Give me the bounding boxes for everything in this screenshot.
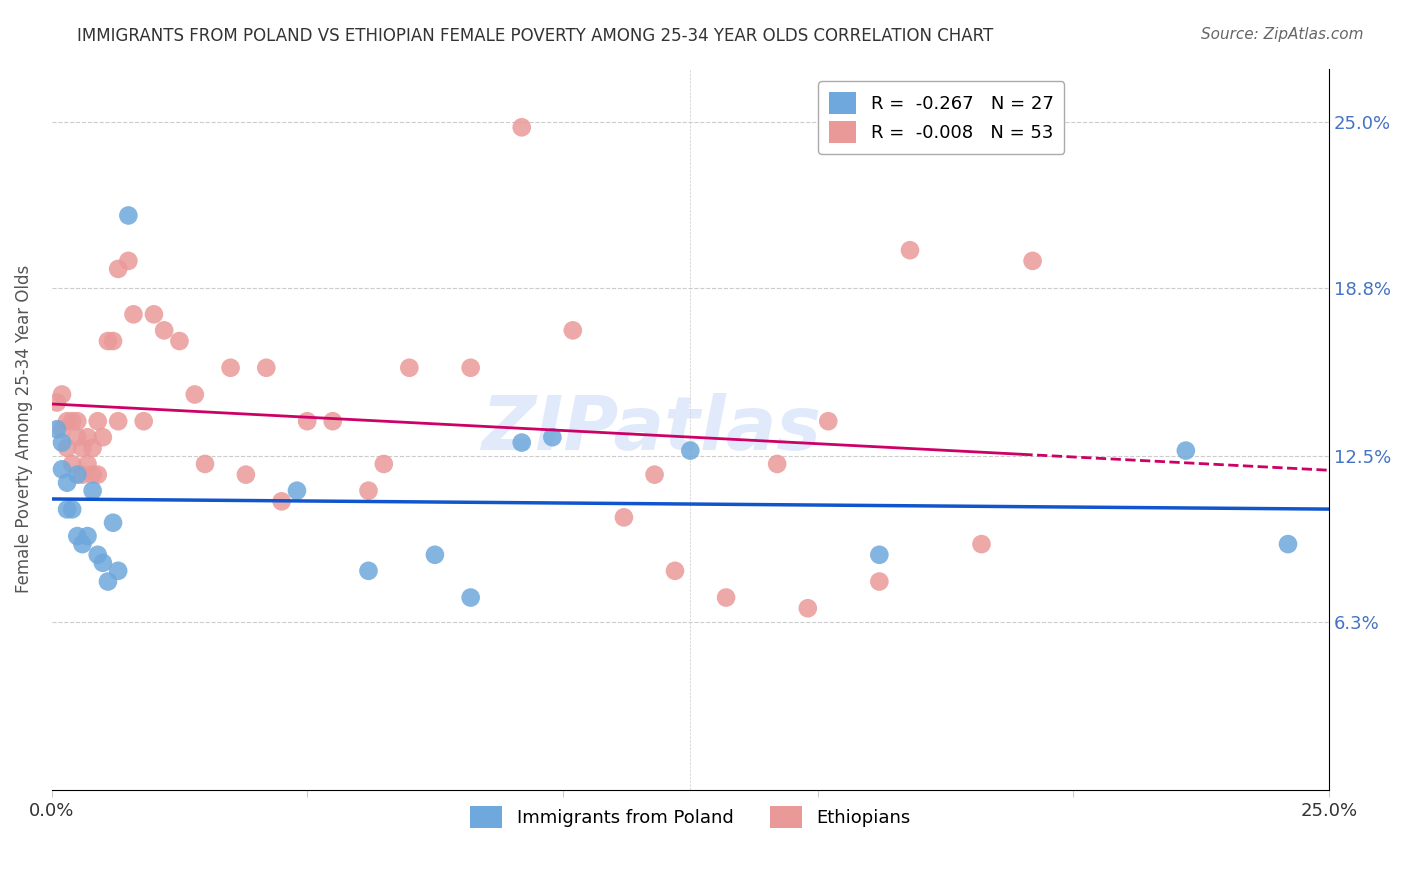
Point [817, 414, 839, 428]
Point [541, 430, 564, 444]
Point [45, 422, 67, 436]
Point [270, 494, 292, 508]
Point [510, 120, 533, 135]
Point [357, 564, 380, 578]
Point [87, 414, 110, 428]
Text: ZIPatlas: ZIPatlas [482, 392, 823, 466]
Point [82, 483, 104, 498]
Point [56, 475, 79, 490]
Point [51, 422, 73, 436]
Point [56, 441, 79, 455]
Text: Source: ZipAtlas.com: Source: ZipAtlas.com [1201, 27, 1364, 42]
Point [66, 414, 89, 428]
Point [82, 467, 104, 482]
Point [107, 564, 129, 578]
Point [66, 467, 89, 482]
Point [1277, 537, 1299, 551]
Point [970, 537, 993, 551]
Point [184, 387, 207, 401]
Point [868, 548, 890, 562]
Point [56, 414, 79, 428]
Point [766, 457, 789, 471]
Point [76, 430, 98, 444]
Point [72, 537, 94, 551]
Point [153, 323, 176, 337]
Point [101, 516, 124, 530]
Point [107, 261, 129, 276]
Point [132, 414, 155, 428]
Point [51, 462, 73, 476]
Point [66, 529, 89, 543]
Point [91, 430, 114, 444]
Point [423, 548, 446, 562]
Point [169, 334, 191, 348]
Point [357, 483, 380, 498]
Point [87, 467, 110, 482]
Point [561, 323, 583, 337]
Point [122, 307, 145, 321]
Point [1174, 443, 1197, 458]
Point [235, 467, 257, 482]
Point [322, 414, 344, 428]
Point [398, 360, 420, 375]
Y-axis label: Female Poverty Among 25-34 Year Olds: Female Poverty Among 25-34 Year Olds [15, 265, 32, 593]
Point [60, 414, 83, 428]
Point [898, 243, 921, 257]
Point [644, 467, 666, 482]
Point [82, 441, 104, 455]
Point [97, 334, 120, 348]
Point [679, 443, 702, 458]
Point [510, 435, 533, 450]
Point [76, 457, 98, 471]
Point [460, 360, 482, 375]
Point [613, 510, 636, 524]
Point [45, 395, 67, 409]
Point [295, 414, 318, 428]
Point [373, 457, 395, 471]
Point [254, 360, 277, 375]
Point [51, 435, 73, 450]
Point [72, 467, 94, 482]
Point [797, 601, 820, 615]
Point [142, 307, 165, 321]
Point [1021, 253, 1043, 268]
Text: IMMIGRANTS FROM POLAND VS ETHIOPIAN FEMALE POVERTY AMONG 25-34 YEAR OLDS CORRELA: IMMIGRANTS FROM POLAND VS ETHIOPIAN FEMA… [77, 27, 994, 45]
Point [219, 360, 242, 375]
Point [76, 529, 98, 543]
Point [51, 387, 73, 401]
Point [714, 591, 737, 605]
Legend: Immigrants from Poland, Ethiopians: Immigrants from Poland, Ethiopians [463, 798, 918, 835]
Point [117, 209, 139, 223]
Point [868, 574, 890, 589]
Point [60, 502, 83, 516]
Point [91, 556, 114, 570]
Point [664, 564, 686, 578]
Point [87, 548, 110, 562]
Point [97, 574, 120, 589]
Point [285, 483, 308, 498]
Point [72, 441, 94, 455]
Point [56, 502, 79, 516]
Point [101, 334, 124, 348]
Point [117, 253, 139, 268]
Point [107, 414, 129, 428]
Point [66, 430, 89, 444]
Point [460, 591, 482, 605]
Point [194, 457, 217, 471]
Point [60, 457, 83, 471]
